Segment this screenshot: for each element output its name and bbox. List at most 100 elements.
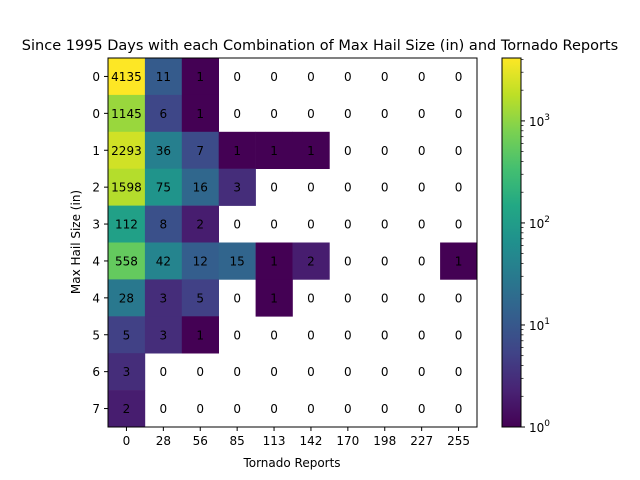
- cell-value-label: 0: [455, 144, 463, 158]
- cell-value-label: 0: [307, 107, 315, 121]
- heatmap-cell: [181, 58, 219, 96]
- cell-value-label: 1: [196, 70, 204, 84]
- cell-value-label: 0: [455, 365, 463, 379]
- cell-value-label: 0: [344, 291, 352, 305]
- cell-value-label: 0: [455, 70, 463, 84]
- cell-value-label: 0: [381, 328, 389, 342]
- cell-value-label: 28: [119, 291, 134, 305]
- cell-value-label: 5: [196, 291, 204, 305]
- heatmap-cell: [255, 279, 293, 317]
- heatmap-cell: [108, 390, 146, 428]
- cell-value-label: 1: [270, 254, 278, 268]
- y-tick-label: 3: [92, 218, 100, 232]
- heatmap-cell: [255, 242, 293, 280]
- cell-value-label: 0: [381, 181, 389, 195]
- heatmap-cell: [181, 242, 219, 280]
- x-tick-label: 113: [263, 434, 286, 448]
- x-axis-ticks: 0 28 56 85 113 142 170 198 227 255: [123, 427, 470, 448]
- heatmap-cell: [144, 58, 183, 96]
- cell-value-label: 2: [123, 402, 131, 416]
- cell-value-label: 3: [160, 291, 168, 305]
- x-tick-label: 198: [373, 434, 396, 448]
- y-tick-label: 0: [92, 70, 100, 84]
- cell-value-label: 0: [344, 107, 352, 121]
- heatmap-cell: [108, 58, 146, 96]
- cell-value-label: 0: [270, 107, 278, 121]
- x-tick-label: 56: [193, 434, 208, 448]
- cell-value-label: 0: [270, 70, 278, 84]
- cell-value-label: 0: [307, 70, 315, 84]
- cell-value-label: 0: [160, 402, 168, 416]
- cell-value-label: 0: [381, 144, 389, 158]
- cell-value-label: 0: [418, 402, 426, 416]
- cell-value-label: 0: [418, 181, 426, 195]
- cell-value-label: 1: [307, 144, 315, 158]
- cell-value-label: 2: [196, 218, 204, 232]
- heatmap-cell: [181, 279, 219, 317]
- cell-value-label: 15: [230, 254, 245, 268]
- colorbar-tick-label: 101: [529, 317, 550, 333]
- heatmap-cell: [144, 205, 183, 243]
- cell-value-label: 0: [233, 291, 241, 305]
- cell-value-label: 0: [196, 402, 204, 416]
- colorbar-ticks: 100 101 102 103: [521, 59, 550, 435]
- heatmap-cell: [218, 131, 256, 169]
- x-tick-label: 227: [410, 434, 433, 448]
- cell-value-label: 75: [156, 181, 171, 195]
- cell-value-label: 1145: [111, 107, 142, 121]
- cell-value-label: 0: [381, 107, 389, 121]
- plot-frame: [107, 57, 478, 428]
- heatmap-cell: [108, 279, 146, 317]
- cell-value-label: 0: [418, 107, 426, 121]
- cell-value-label: 558: [115, 254, 138, 268]
- y-axis-label: Max Hail Size (in): [69, 190, 83, 294]
- y-tick-label: 5: [92, 328, 100, 342]
- cell-value-label: 0: [418, 365, 426, 379]
- cell-value-label: 12: [193, 254, 208, 268]
- cell-value-label: 0: [233, 328, 241, 342]
- heatmap-cell: [144, 242, 183, 280]
- colorbar-tick-label: 103: [529, 113, 550, 129]
- x-tick-label: 142: [299, 434, 322, 448]
- cell-value-label: 0: [418, 70, 426, 84]
- y-axis-ticks: 0 0 1 2 3 4 4 5 6 7: [92, 70, 108, 416]
- cell-value-label: 0: [270, 181, 278, 195]
- cell-value-label: 0: [418, 144, 426, 158]
- cell-value-label: 0: [455, 107, 463, 121]
- cell-value-label: 2293: [111, 144, 142, 158]
- heatmap-cell: [108, 242, 146, 280]
- cell-value-label: 0: [233, 70, 241, 84]
- heatmap-cell: [181, 94, 219, 133]
- cell-value-label: 0: [307, 328, 315, 342]
- cell-value-label: 6: [160, 107, 168, 121]
- cell-value-label: 3: [233, 181, 241, 195]
- cell-value-label: 0: [344, 144, 352, 158]
- colorbar: 100 101 102 103: [501, 57, 550, 435]
- y-tick-label: 2: [92, 181, 100, 195]
- cell-value-label: 0: [381, 291, 389, 305]
- cell-value-label: 0: [418, 254, 426, 268]
- cell-value-label: 0: [344, 181, 352, 195]
- cell-value-label: 1598: [111, 181, 142, 195]
- cell-value-label: 0: [381, 365, 389, 379]
- heatmap-cell: [292, 131, 330, 169]
- cell-value-label: 0: [233, 365, 241, 379]
- cell-value-label: 0: [270, 402, 278, 416]
- cell-value-label: 112: [115, 218, 138, 232]
- heatmap-cell: [108, 205, 146, 243]
- cell-value-label: 0: [344, 402, 352, 416]
- heatmap-cell: [218, 242, 256, 280]
- cell-value-label: 1: [196, 107, 204, 121]
- heatmap-cell: [144, 131, 183, 169]
- cell-value-label: 0: [160, 365, 168, 379]
- heatmap-cell: [108, 168, 146, 206]
- cell-value-label: 0: [344, 218, 352, 232]
- cell-value-label: 0: [418, 218, 426, 232]
- heatmap-cell: [108, 131, 146, 169]
- cell-value-label: 0: [270, 328, 278, 342]
- y-tick-label: 4: [92, 254, 100, 268]
- heatmap-cell: [144, 279, 183, 317]
- cell-value-label: 0: [344, 365, 352, 379]
